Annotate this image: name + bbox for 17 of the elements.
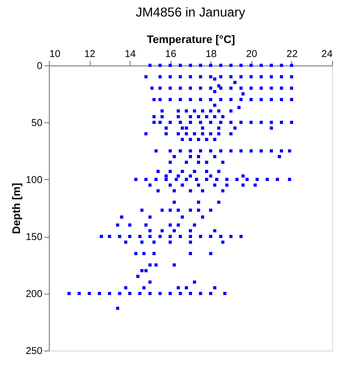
y-tick-label: 250 xyxy=(26,346,43,357)
x-tick-label: 10 xyxy=(49,48,61,60)
x-tick-label: 12 xyxy=(84,48,96,60)
x-tick-label: 18 xyxy=(206,48,218,60)
x-axis-title: Temperature [°C] xyxy=(146,34,236,46)
x-tick-label: 22 xyxy=(286,48,298,60)
y-tick-label: 100 xyxy=(26,174,43,186)
x-tick-label: 14 xyxy=(124,48,136,60)
x-tick-label: 24 xyxy=(321,48,333,60)
y-tick-label: 0 xyxy=(36,60,43,72)
x-tick-label: 16 xyxy=(165,48,177,60)
y-tick-label: 50 xyxy=(31,118,43,129)
y-tick-label: 200 xyxy=(26,288,43,300)
x-tick-label: 20 xyxy=(246,48,258,60)
chart-title: JM4856 in January xyxy=(136,4,246,20)
y-tick-label: 150 xyxy=(26,232,43,243)
y-axis-title: Depth [m] xyxy=(10,182,23,234)
